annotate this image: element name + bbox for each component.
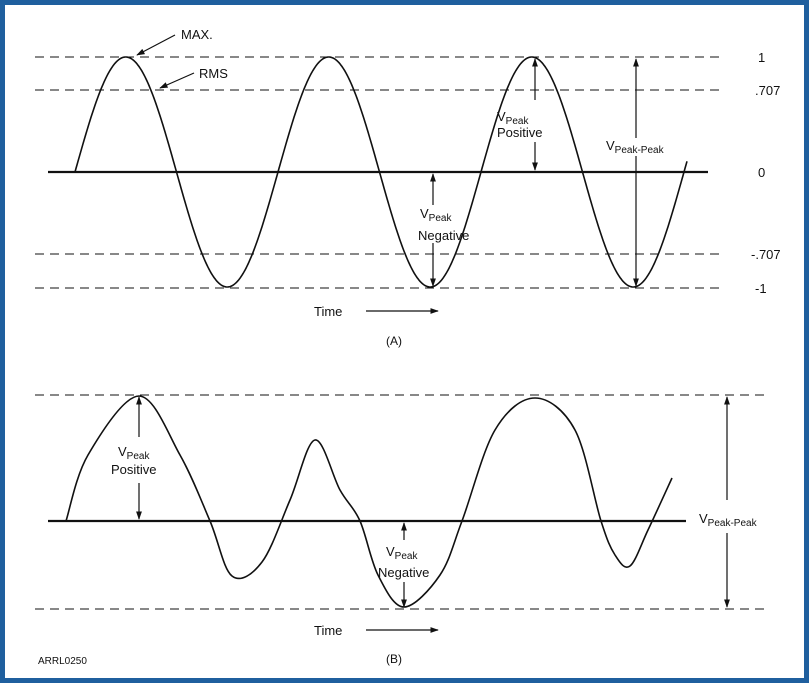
panel-a: 1 .707 0 -.707 -1 MAX. RMS VPeak Positiv… — [35, 27, 781, 348]
max-label: MAX. — [181, 27, 213, 42]
vpeak-positive-label: VPeak — [118, 444, 150, 462]
vpeak-peak-label: VPeak-Peak — [699, 511, 758, 529]
panel-a-caption: (A) — [386, 334, 402, 348]
sine-waveform — [74, 56, 688, 288]
rms-pointer-arrow — [159, 72, 195, 89]
panel-b: VPeak Positive VPeak Negative VPeak-Peak… — [35, 394, 768, 666]
vpeak-negative-word: Negative — [378, 565, 429, 580]
vpeak-negative-label: VPeak — [420, 206, 452, 224]
vpeak-peak-label: VPeak-Peak — [606, 138, 665, 156]
level-label-rms: .707 — [755, 83, 780, 98]
vpeak-negative-word: Negative — [418, 228, 469, 243]
level-label-neg-rms: -.707 — [751, 247, 781, 262]
time-label: Time — [314, 623, 342, 638]
figure-credit: ARRL0250 — [38, 656, 87, 667]
level-label-neg-1: -1 — [755, 281, 767, 296]
vpeak-positive-label: VPeak — [497, 109, 529, 127]
vpeak-positive-word: Positive — [497, 125, 543, 140]
panel-b-caption: (B) — [386, 652, 402, 666]
vpeak-negative-label: VPeak — [386, 544, 418, 562]
vpeak-positive-word: Positive — [111, 462, 157, 477]
complex-waveform — [65, 395, 673, 608]
max-pointer-arrow — [136, 34, 176, 56]
level-label-1: 1 — [758, 50, 765, 65]
level-label-0: 0 — [758, 165, 765, 180]
rms-label: RMS — [199, 66, 228, 81]
time-label: Time — [314, 304, 342, 319]
